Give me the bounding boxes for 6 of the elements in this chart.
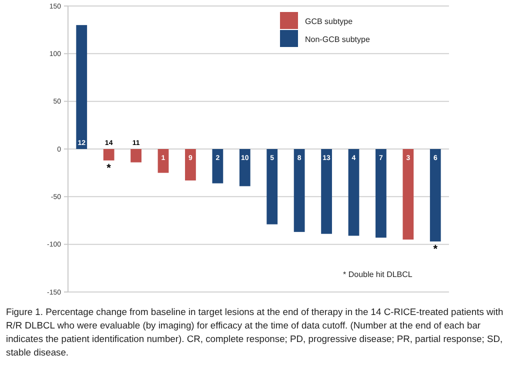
legend-label: GCB subtype: [305, 17, 354, 26]
caption: Figure 1. Percentage change from baseline in target lesions at the end of therapy in the 14 C-RICE-treated patients with R/R DLBCL who were evaluable (by imaging) for efficacy at the time of data cutoff. (Number at the end of each bar indicates the patient identification number). CR, complete response; PD, progressive disease; PR, partial response; SD, stable disease.: [6, 306, 504, 358]
annotation: *: [106, 162, 112, 174]
legend-label: Non-GCB subtype: [305, 35, 370, 44]
annotation: * Double hit DLBCL: [343, 270, 413, 279]
annotation: *: [433, 243, 438, 256]
